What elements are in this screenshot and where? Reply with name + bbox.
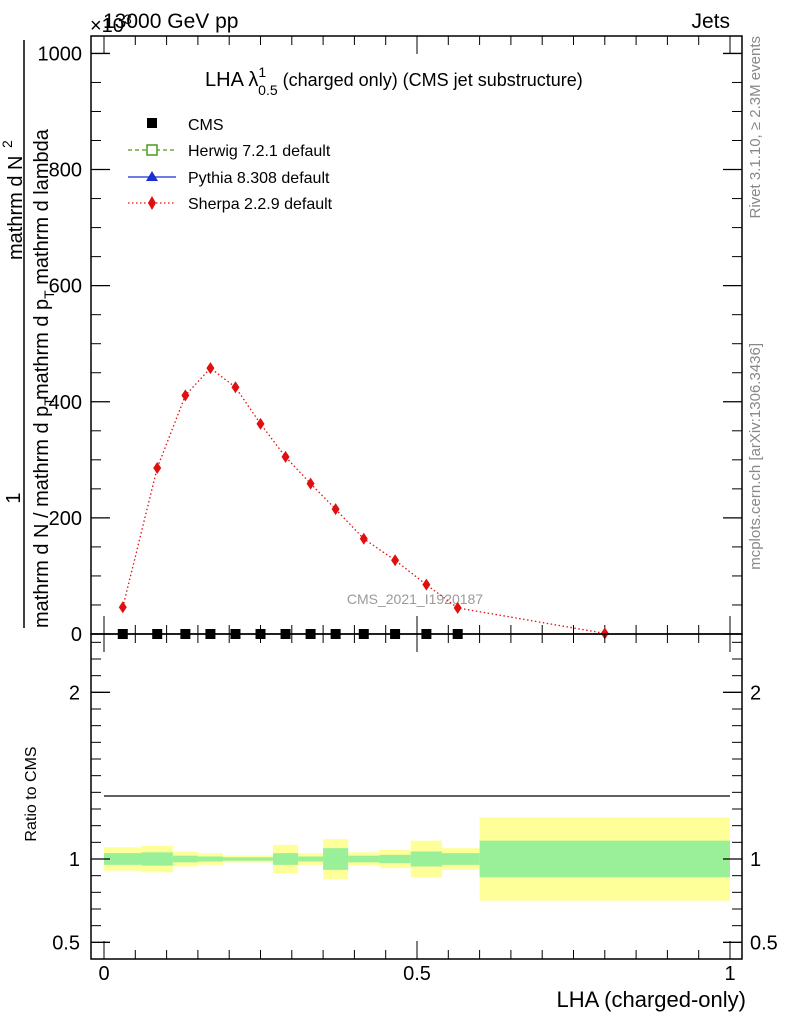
x-tick-label: 0 <box>98 963 109 985</box>
legend-sherpa-marker <box>148 196 156 210</box>
ratio-uncertainty-bands <box>104 817 730 901</box>
sherpa-point <box>256 417 265 430</box>
ratio-band-inner <box>247 857 274 861</box>
x-tick-label: 0.5 <box>403 963 431 985</box>
legend-pythia-label: Pythia 8.308 default <box>188 170 330 187</box>
plot-title: LHA λ1 0.5 (charged only) (CMS jet substr… <box>205 64 583 98</box>
sherpa-point <box>453 601 462 614</box>
rivet-label: Rivet 3.1.10, ≥ 2.3M events <box>747 36 764 219</box>
ratio-band-inner <box>323 848 349 870</box>
sherpa-point <box>331 503 340 516</box>
collision-energy-label: 13000 GeV pp <box>103 10 238 33</box>
exponent-label: ×103 <box>90 11 132 37</box>
ratio-y-tick-labels: 0.5 0.5 1 1 2 2 <box>52 682 778 954</box>
sherpa-point <box>181 389 190 402</box>
ratio-band-inner <box>172 855 198 863</box>
legend-cms-marker <box>147 118 157 128</box>
ratio-ytick-label: 2 <box>69 682 80 704</box>
sherpa-point <box>206 362 215 375</box>
legend-sherpa-label: Sherpa 2.2.9 default <box>188 196 333 213</box>
sherpa-point <box>391 554 400 567</box>
ratio-ytick-label-right: 1 <box>750 849 761 871</box>
sherpa-point <box>359 532 368 545</box>
legend: CMS Herwig 7.2.1 default Pythia 8.308 de… <box>128 117 333 213</box>
ratio-band-inner <box>222 857 248 861</box>
ratio-band-inner <box>442 853 480 865</box>
ratio-ytick-label: 1 <box>69 849 80 871</box>
main-ytick-label: 400 <box>49 392 82 414</box>
ratio-band-inner <box>298 856 324 862</box>
ratio-band-inner <box>273 853 299 865</box>
ratio-band-inner <box>379 854 411 864</box>
sherpa-point <box>153 461 162 474</box>
ratio-x-tick-labels: 0 0.5 1 <box>98 963 735 985</box>
sherpa-line <box>122 367 605 635</box>
sherpa-series <box>118 362 609 640</box>
legend-pythia-marker <box>146 171 158 181</box>
main-y-tick-labels: 0 200 400 600 800 1000 <box>38 43 83 646</box>
ratio-ytick-label-right: 0.5 <box>750 932 778 954</box>
x-tick-label: 1 <box>724 963 735 985</box>
sherpa-point <box>422 578 431 591</box>
sherpa-point <box>281 450 290 463</box>
sherpa-point <box>231 381 240 394</box>
legend-herwig-label: Herwig 7.2.1 default <box>188 143 331 160</box>
mcplots-label: mcplots.cern.ch [arXiv:1306.3436] <box>747 343 764 570</box>
sherpa-point <box>306 477 315 490</box>
main-ytick-label: 200 <box>49 508 82 530</box>
ratio-band-inner <box>104 853 142 865</box>
ratio-band-inner <box>197 856 223 862</box>
ratio-axis-ticks <box>91 634 742 959</box>
jets-label: Jets <box>691 10 730 33</box>
ratio-ytick-label: 0.5 <box>52 932 80 954</box>
main-y-axis-label: 1 mathrm d N / mathrm d pT mathrm d pT m… <box>0 40 57 628</box>
ylabel-power: 2 <box>0 140 15 148</box>
legend-cms-label: CMS <box>188 117 224 134</box>
ylabel-right-part: mathrm d pT mathrm d lambda <box>31 128 57 400</box>
main-ytick-label: 800 <box>49 160 82 182</box>
ratio-ytick-label-right: 2 <box>750 682 761 704</box>
ratio-band-inner <box>348 855 380 863</box>
ylabel-dn: mathrm d N <box>5 156 27 260</box>
ratio-y-axis-label: Ratio to CMS <box>23 746 40 841</box>
ratio-band-inner <box>410 851 443 867</box>
ratio-band-inner <box>479 840 730 878</box>
sherpa-point <box>118 601 127 614</box>
main-ytick-label: 0 <box>71 624 82 646</box>
ratio-band-inner <box>141 852 173 866</box>
analysis-watermark: CMS_2021_I1920187 <box>347 591 483 607</box>
ylabel-denominator: mathrm d N / mathrm d pT <box>31 397 57 628</box>
main-ytick-label: 600 <box>49 276 82 298</box>
legend-herwig-marker <box>146 144 158 156</box>
x-axis-label: LHA (charged-only) <box>556 987 746 1012</box>
ylabel-numerator: 1 <box>3 492 25 503</box>
main-ytick-label: 1000 <box>38 43 83 65</box>
